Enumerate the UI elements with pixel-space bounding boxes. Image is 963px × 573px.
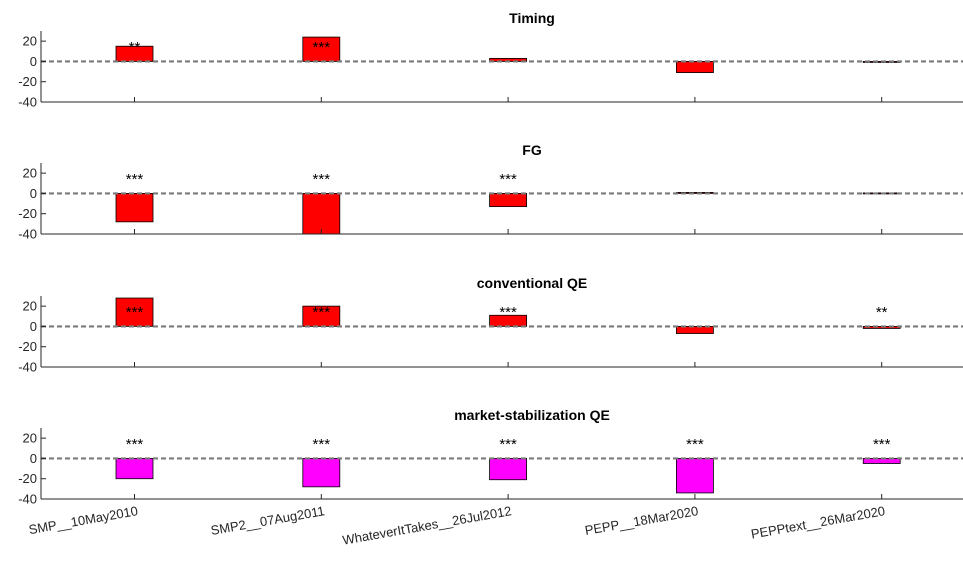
significance-label: ** (876, 304, 888, 321)
y-tick-label: -40 (18, 95, 37, 110)
panel-title: FG (522, 142, 542, 158)
y-tick-label: 20 (23, 34, 37, 49)
bar (489, 458, 528, 481)
bar (676, 61, 714, 73)
x-axis-labels: SMP__10May2010 SMP2__07Aug2011 WhateverItT… (28, 503, 887, 548)
significance-label: *** (499, 171, 517, 188)
bar (676, 458, 714, 494)
significance-label: *** (313, 39, 331, 56)
y-tick-label: 20 (23, 166, 37, 181)
x-category-label: PEPPtext__26Mar2020 (750, 503, 886, 541)
x-category-label: PEPP__18Mar2020 (584, 503, 700, 538)
x-category-label: SMP__10May2010 (28, 503, 140, 537)
y-tick-label: 0 (30, 319, 37, 334)
y-tick-label: -20 (18, 471, 37, 486)
y-tick-label: 0 (30, 186, 37, 201)
significance-label: *** (873, 436, 891, 453)
bar (115, 45, 154, 62)
y-tick-label: 0 (30, 54, 37, 69)
significance-label: ** (129, 39, 141, 56)
y-tick-label: 20 (23, 299, 37, 314)
significance-label: *** (126, 436, 144, 453)
bar (115, 458, 154, 480)
significance-label: *** (126, 304, 144, 321)
bar (302, 36, 341, 62)
significance-label: *** (313, 171, 331, 188)
y-tick-label: -40 (18, 227, 37, 242)
bar (115, 193, 154, 223)
y-tick-label: -20 (18, 206, 37, 221)
panel-title: Timing (509, 10, 555, 26)
panel-title: market-stabilization QE (454, 407, 610, 423)
significance-label: *** (499, 436, 517, 453)
y-tick-label: 20 (23, 431, 37, 446)
significance-label: *** (499, 304, 517, 321)
panel-4: market-stabilization QE 20 0 -20 -40 *** *** **… (18, 407, 963, 507)
significance-label: *** (313, 436, 331, 453)
y-tick-label: -40 (18, 360, 37, 375)
panel-2: FG 20 0 -20 -40 *** *** *** (18, 142, 963, 242)
bar (676, 326, 714, 334)
significance-label: *** (126, 171, 144, 188)
significance-label: *** (313, 304, 331, 321)
bar (489, 193, 528, 208)
bar (302, 458, 341, 488)
y-tick-label: -20 (18, 339, 37, 354)
y-tick-label: -20 (18, 74, 37, 89)
x-category-label: WhateverItTakes__26Jul2012 (341, 503, 512, 548)
y-tick-label: -40 (18, 492, 37, 507)
panel-title: conventional QE (477, 275, 587, 291)
y-tick-label: 0 (30, 451, 37, 466)
significance-label: *** (686, 436, 704, 453)
x-category-label: SMP2__07Aug2011 (210, 503, 326, 538)
bar (115, 297, 154, 327)
bar (302, 193, 341, 235)
